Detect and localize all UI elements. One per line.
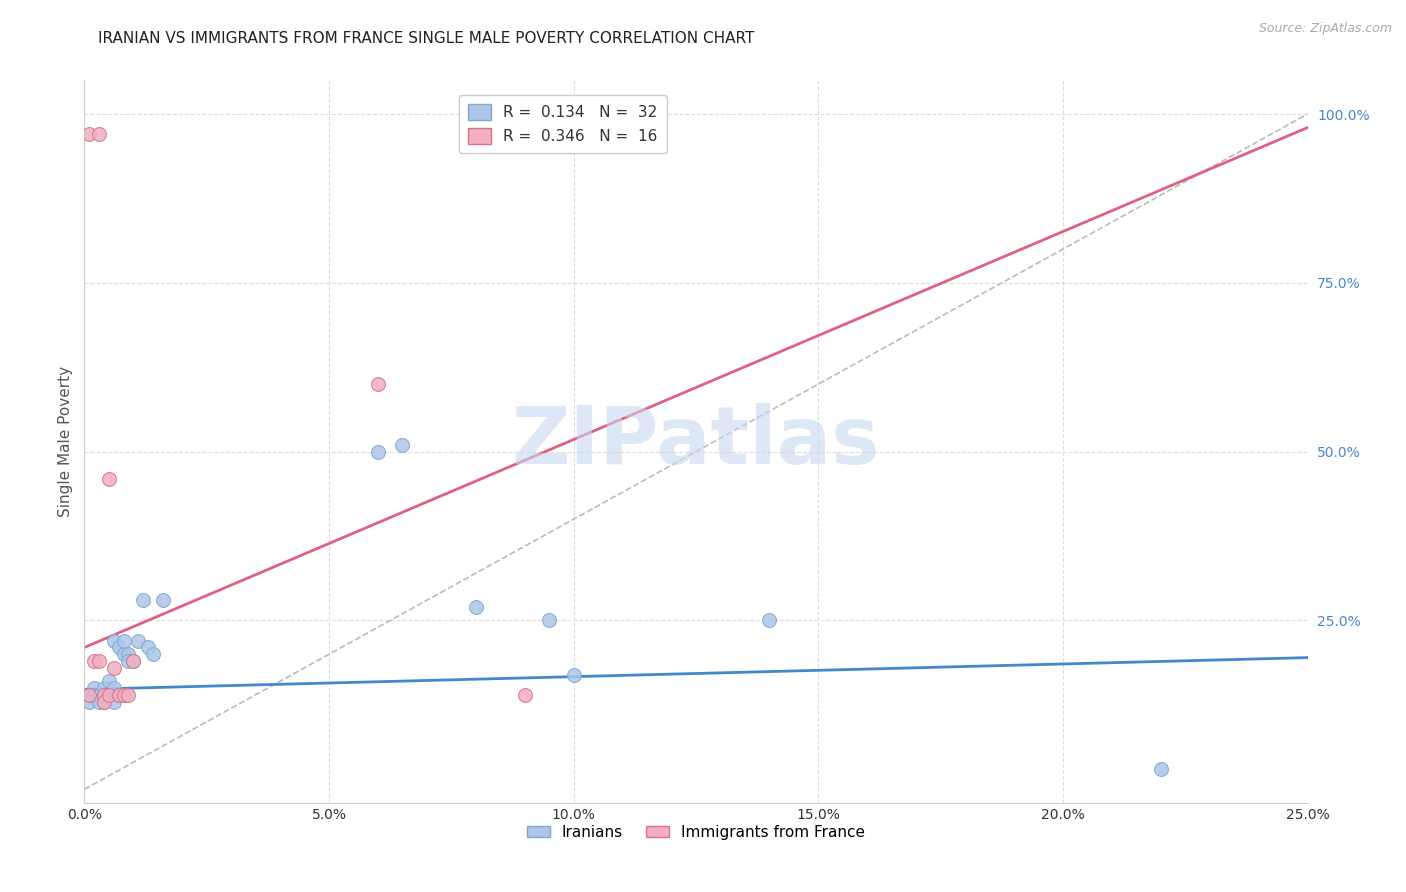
Point: [117, 654, 139, 668]
Point: [513, 688, 536, 702]
Point: [77, 694, 100, 708]
Point: [122, 654, 145, 668]
Point: [77, 688, 100, 702]
Point: [132, 593, 155, 607]
Point: [97, 674, 120, 689]
Text: Source: ZipAtlas.com: Source: ZipAtlas.com: [1258, 22, 1392, 36]
Point: [142, 647, 165, 661]
Text: ZIPatlas: ZIPatlas: [512, 402, 880, 481]
Point: [77, 688, 100, 702]
Point: [83, 688, 105, 702]
Point: [93, 694, 115, 708]
Point: [93, 688, 115, 702]
Point: [83, 681, 105, 695]
Point: [1150, 762, 1173, 776]
Point: [391, 438, 413, 452]
Point: [83, 654, 105, 668]
Point: [127, 633, 149, 648]
Point: [758, 614, 780, 628]
Point: [562, 667, 585, 681]
Point: [87, 654, 110, 668]
Point: [107, 688, 129, 702]
Point: [117, 688, 139, 702]
Point: [112, 633, 135, 648]
Y-axis label: Single Male Poverty: Single Male Poverty: [58, 366, 73, 517]
Point: [93, 681, 115, 695]
Text: IRANIAN VS IMMIGRANTS FROM FRANCE SINGLE MALE POVERTY CORRELATION CHART: IRANIAN VS IMMIGRANTS FROM FRANCE SINGLE…: [98, 31, 755, 46]
Point: [464, 599, 486, 614]
Point: [367, 444, 389, 458]
Point: [87, 688, 110, 702]
Point: [103, 694, 125, 708]
Point: [103, 681, 125, 695]
Point: [93, 694, 115, 708]
Point: [87, 128, 110, 142]
Point: [77, 128, 100, 142]
Point: [103, 661, 125, 675]
Point: [136, 640, 159, 655]
Point: [112, 647, 135, 661]
Point: [103, 633, 125, 648]
Point: [122, 654, 145, 668]
Point: [107, 688, 129, 702]
Point: [97, 688, 120, 702]
Point: [538, 614, 561, 628]
Point: [152, 593, 174, 607]
Point: [97, 472, 120, 486]
Point: [87, 694, 110, 708]
Point: [367, 377, 389, 392]
Point: [107, 640, 129, 655]
Point: [117, 647, 139, 661]
Legend: Iranians, Immigrants from France: Iranians, Immigrants from France: [520, 819, 872, 846]
Point: [112, 688, 135, 702]
Point: [97, 688, 120, 702]
